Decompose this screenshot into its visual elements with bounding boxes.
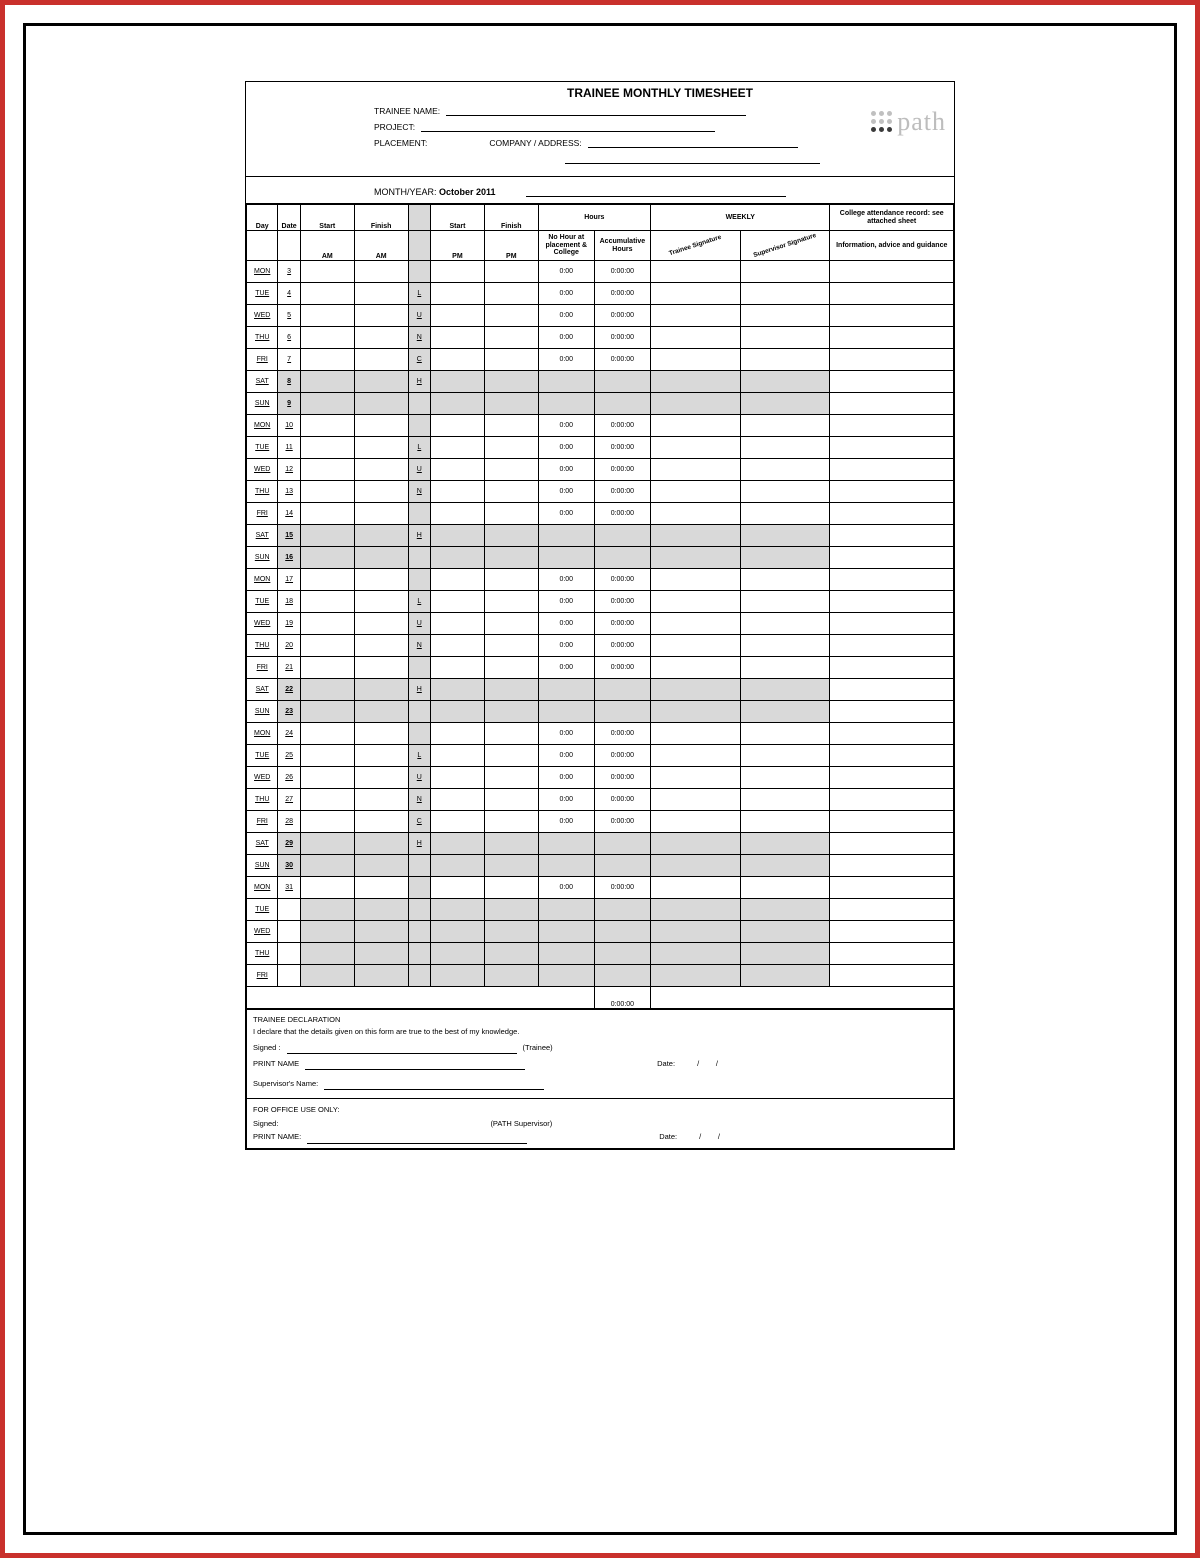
totals-row: 0:00:00 xyxy=(247,987,954,1009)
input-decl-sup[interactable] xyxy=(324,1081,544,1090)
table-row: FRI7C0:000:00:00 xyxy=(247,349,954,371)
th-start2: Start xyxy=(431,205,485,231)
table-row: MON170:000:00:00 xyxy=(247,569,954,591)
month-row: MONTH/YEAR: October 2011 xyxy=(246,177,954,204)
table-row: SAT22H xyxy=(247,679,954,701)
office-box: FOR OFFICE USE ONLY: Signed: (PATH Super… xyxy=(246,1099,954,1149)
total-accumulative: 0:00:00 xyxy=(594,987,650,1009)
th-finish1: Finish xyxy=(354,205,408,231)
logo-dots-icon xyxy=(871,111,893,133)
table-row: SAT15H xyxy=(247,525,954,547)
table-row: WED5U0:000:00:00 xyxy=(247,305,954,327)
month-year-value: October 2011 xyxy=(439,187,496,197)
input-office-print[interactable] xyxy=(307,1134,527,1144)
table-row: FRI210:000:00:00 xyxy=(247,657,954,679)
declaration-box: TRAINEE DECLARATION I declare that the d… xyxy=(246,1009,954,1099)
th-am1: AM xyxy=(300,231,354,261)
table-row: SAT29H xyxy=(247,833,954,855)
table-row: MON30:000:00:00 xyxy=(247,261,954,283)
table-row: MON240:000:00:00 xyxy=(247,723,954,745)
th-college: College attendance record: see attached … xyxy=(830,205,954,231)
table-row: THU xyxy=(247,943,954,965)
decl-print-label: PRINT NAME xyxy=(253,1058,299,1070)
table-row: SAT8H xyxy=(247,371,954,393)
input-decl-print[interactable] xyxy=(305,1061,525,1070)
table-row: WED12U0:000:00:00 xyxy=(247,459,954,481)
table-row: FRI140:000:00:00 xyxy=(247,503,954,525)
th-info: Information, advice and guidance xyxy=(830,231,954,261)
decl-text: I declare that the details given on this… xyxy=(253,1026,947,1038)
input-company2[interactable] xyxy=(565,154,820,164)
table-row: SUN16 xyxy=(247,547,954,569)
th-hours: Hours xyxy=(538,205,650,231)
table-row: TUE11L0:000:00:00 xyxy=(247,437,954,459)
label-month-year: MONTH/YEAR: xyxy=(374,187,437,197)
inner-frame: TRAINEE MONTHLY TIMESHEET TRAINEE NAME: … xyxy=(23,23,1177,1535)
office-date-sep: / / xyxy=(699,1130,720,1144)
logo: path xyxy=(871,107,946,137)
header-block: TRAINEE MONTHLY TIMESHEET TRAINEE NAME: … xyxy=(246,82,954,177)
decl-trainee-tag: (Trainee) xyxy=(523,1042,553,1054)
table-row: SUN23 xyxy=(247,701,954,723)
table-row: SUN9 xyxy=(247,393,954,415)
logo-text: path xyxy=(897,107,946,136)
table-row: TUE25L0:000:00:00 xyxy=(247,745,954,767)
office-path-sup: (PATH Supervisor) xyxy=(490,1117,552,1131)
th-lunch-spacer xyxy=(408,205,430,231)
decl-signed-label: Signed : xyxy=(253,1042,281,1054)
table-row: WED xyxy=(247,921,954,943)
input-month-extra[interactable] xyxy=(526,187,786,197)
table-row: WED19U0:000:00:00 xyxy=(247,613,954,635)
th-accum: Accumulative Hours xyxy=(594,231,650,261)
office-date-label: Date: xyxy=(659,1130,677,1144)
table-row: SUN30 xyxy=(247,855,954,877)
th-am2: AM xyxy=(354,231,408,261)
table-row: TUE xyxy=(247,899,954,921)
table-row: FRI xyxy=(247,965,954,987)
page-title: TRAINEE MONTHLY TIMESHEET xyxy=(374,86,946,100)
label-placement: PLACEMENT: xyxy=(374,138,427,148)
decl-date-label: Date: xyxy=(657,1058,675,1070)
th-weekly: WEEKLY xyxy=(650,205,830,231)
label-company: COMPANY / ADDRESS: xyxy=(489,138,581,148)
th-supervisor-sig: Supervisor Signature xyxy=(740,231,830,261)
input-trainee-name[interactable] xyxy=(446,106,746,116)
timesheet: TRAINEE MONTHLY TIMESHEET TRAINEE NAME: … xyxy=(245,81,955,1150)
decl-sup-label: Supervisor's Name: xyxy=(253,1078,318,1090)
input-project[interactable] xyxy=(421,122,715,132)
outer-frame: TRAINEE MONTHLY TIMESHEET TRAINEE NAME: … xyxy=(0,0,1200,1558)
office-signed-label: Signed: xyxy=(253,1117,278,1131)
timesheet-grid: Day Date Start Finish Start Finish Hours… xyxy=(246,204,954,1009)
table-row: MON310:000:00:00 xyxy=(247,877,954,899)
input-company[interactable] xyxy=(588,138,798,148)
office-heading: FOR OFFICE USE ONLY: xyxy=(253,1103,947,1117)
table-row: WED26U0:000:00:00 xyxy=(247,767,954,789)
office-print-label: PRINT NAME: xyxy=(253,1130,301,1144)
decl-date-sep: / / xyxy=(697,1058,718,1070)
th-date: Date xyxy=(278,205,300,231)
th-nohour: No Hour at placement & College xyxy=(538,231,594,261)
table-row: MON100:000:00:00 xyxy=(247,415,954,437)
decl-heading: TRAINEE DECLARATION xyxy=(253,1014,947,1026)
table-row: TUE4L0:000:00:00 xyxy=(247,283,954,305)
label-project: PROJECT: xyxy=(374,122,415,132)
th-pm1: PM xyxy=(431,231,485,261)
table-row: THU13N0:000:00:00 xyxy=(247,481,954,503)
label-trainee-name: TRAINEE NAME: xyxy=(374,106,440,116)
input-decl-signed[interactable] xyxy=(287,1045,517,1054)
table-row: TUE18L0:000:00:00 xyxy=(247,591,954,613)
th-finish2: Finish xyxy=(484,205,538,231)
table-row: FRI28C0:000:00:00 xyxy=(247,811,954,833)
th-day: Day xyxy=(247,205,278,231)
th-start1: Start xyxy=(300,205,354,231)
th-trainee-sig: Trainee Signature xyxy=(650,231,740,261)
table-row: THU6N0:000:00:00 xyxy=(247,327,954,349)
table-row: THU27N0:000:00:00 xyxy=(247,789,954,811)
th-pm2: PM xyxy=(484,231,538,261)
table-row: THU20N0:000:00:00 xyxy=(247,635,954,657)
